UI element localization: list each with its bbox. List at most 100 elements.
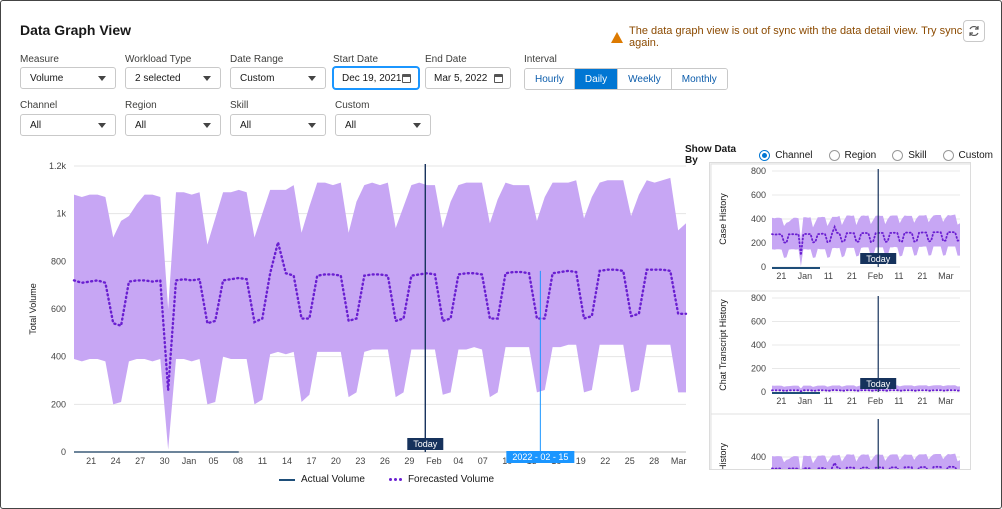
y-tick-label: 800: [751, 166, 766, 176]
channel-select[interactable]: All: [20, 114, 116, 136]
interval-daily-button[interactable]: Daily: [574, 69, 619, 89]
sync-button[interactable]: [963, 20, 985, 42]
custom-select[interactable]: All: [335, 114, 431, 136]
y-tick-label: 600: [51, 304, 66, 314]
chevron-down-icon: [308, 76, 316, 81]
radio-channel[interactable]: Channel: [759, 149, 813, 161]
y-axis-title: Total Volume: [28, 283, 38, 335]
today-badge: [407, 438, 444, 450]
y-tick-label: 1k: [56, 209, 66, 219]
today-label: Today: [866, 379, 891, 389]
x-tick-label: 11: [824, 271, 833, 281]
workload-type-label: Workload Type: [125, 54, 192, 65]
interval-monthly-button[interactable]: Monthly: [671, 69, 727, 89]
legend-forecast-label: Forecasted Volume: [407, 474, 495, 485]
x-tick-label: Jan: [798, 396, 813, 406]
measure-value: Volume: [30, 72, 64, 84]
x-tick-label: 17: [306, 456, 316, 466]
x-tick-label: 21: [847, 396, 857, 406]
legend-actual[interactable]: Actual Volume: [279, 474, 365, 485]
case-history-forecast-series: [771, 224, 961, 256]
chevron-down-icon: [203, 123, 211, 128]
x-tick-label: 21: [917, 271, 927, 281]
x-tick-label: Mar: [938, 271, 954, 281]
chevron-down-icon: [308, 123, 316, 128]
y-tick-label: 600: [751, 190, 766, 200]
region-label: Region: [125, 100, 157, 111]
custom-value: All: [345, 119, 357, 131]
x-tick-label: 11: [894, 271, 903, 281]
interval-button-group: Hourly Daily Weekly Monthly: [524, 68, 728, 90]
y-tick-label: 400: [751, 340, 766, 350]
x-tick-label: 05: [209, 456, 219, 466]
interval-hourly-button[interactable]: Hourly: [525, 69, 575, 89]
x-tick-label: Feb: [426, 456, 442, 466]
legend-forecast[interactable]: Forecasted Volume: [388, 474, 495, 485]
show-data-by-label: Show Data By: [685, 144, 737, 166]
y-tick-label: 600: [751, 317, 766, 327]
skill-label: Skill: [230, 100, 249, 111]
y-tick-label: 1.2k: [49, 161, 67, 171]
x-tick-label: Mar: [671, 456, 687, 466]
workload-type-select[interactable]: 2 selected: [125, 67, 221, 89]
x-tick-label: Mar: [938, 396, 954, 406]
channel-mini-charts: 0 200 400 600 800 Case History 21 Jan 11 21 Feb 11 2…: [710, 163, 970, 470]
today-badge: [860, 253, 897, 264]
dotted-swatch: [388, 478, 402, 481]
today-badge: [860, 378, 897, 389]
channel-label: Channel: [20, 100, 58, 111]
radio-icon[interactable]: [828, 149, 840, 161]
chevron-down-icon: [98, 76, 106, 81]
x-tick-label: 21: [86, 456, 96, 466]
y-tick-label: 800: [51, 256, 66, 266]
radio-custom[interactable]: Custom: [942, 149, 993, 161]
y-axis-title: Case History: [718, 193, 728, 245]
skill-select[interactable]: All: [230, 114, 326, 136]
line-swatch: [279, 478, 295, 481]
today-label: Today: [413, 439, 438, 449]
radio-icon[interactable]: [942, 149, 954, 161]
measure-select[interactable]: Volume: [20, 67, 116, 89]
skill-value: All: [240, 119, 252, 131]
start-date-input[interactable]: Dec 19, 2021: [333, 67, 419, 89]
y-axis-title: Chat Transcript History: [718, 299, 728, 391]
radio-skill-label: Skill: [908, 149, 927, 161]
sync-warning: The data graph view is out of sync with …: [611, 25, 1001, 49]
chevron-down-icon: [203, 76, 211, 81]
x-tick-label: 23: [355, 456, 365, 466]
x-tick-label: 11: [824, 396, 833, 406]
start-date-label: Start Date: [333, 54, 379, 65]
third-history-range-band: [772, 453, 960, 469]
chat-transcript-history-forecast-series: [771, 389, 961, 393]
y-tick-label: 800: [751, 293, 766, 303]
main-volume-chart[interactable]: 0 200 400 600 800 1k 1.2k Total Volume 21 24 27 30 J…: [26, 156, 701, 471]
date-range-select[interactable]: Custom: [230, 67, 326, 89]
x-tick-label: 30: [160, 456, 170, 466]
channel-breakdown-panel[interactable]: 0 200 400 600 800 Case History 21 Jan 11 21 Feb 11 2…: [709, 162, 971, 470]
legend-actual-label: Actual Volume: [301, 474, 365, 485]
third-history-forecast-series: [771, 461, 957, 469]
custom-label: Custom: [335, 100, 370, 111]
x-tick-label: 29: [404, 456, 414, 466]
radio-region[interactable]: Region: [828, 149, 876, 161]
radio-icon[interactable]: [892, 149, 904, 161]
y-tick-label: 200: [51, 399, 66, 409]
calendar-icon[interactable]: [494, 74, 503, 83]
x-tick-label: 26: [380, 456, 390, 466]
x-tick-label: Feb: [868, 271, 884, 281]
x-tick-label: 07: [478, 456, 488, 466]
region-select[interactable]: All: [125, 114, 221, 136]
chevron-down-icon: [413, 123, 421, 128]
end-date-input[interactable]: Mar 5, 2022: [425, 67, 511, 89]
chat-transcript-history-panel: [710, 290, 970, 420]
x-tick-label: 24: [111, 456, 121, 466]
interval-weekly-button[interactable]: Weekly: [618, 69, 672, 89]
x-tick-label: 21: [776, 271, 786, 281]
x-tick-label: Jan: [182, 456, 197, 466]
radio-selected-icon[interactable]: [759, 149, 771, 161]
radio-skill[interactable]: Skill: [892, 149, 927, 161]
end-date-label: End Date: [425, 54, 467, 65]
calendar-icon[interactable]: [402, 74, 411, 83]
x-tick-label: 19: [576, 456, 586, 466]
y-axis-title: History: [718, 443, 728, 470]
